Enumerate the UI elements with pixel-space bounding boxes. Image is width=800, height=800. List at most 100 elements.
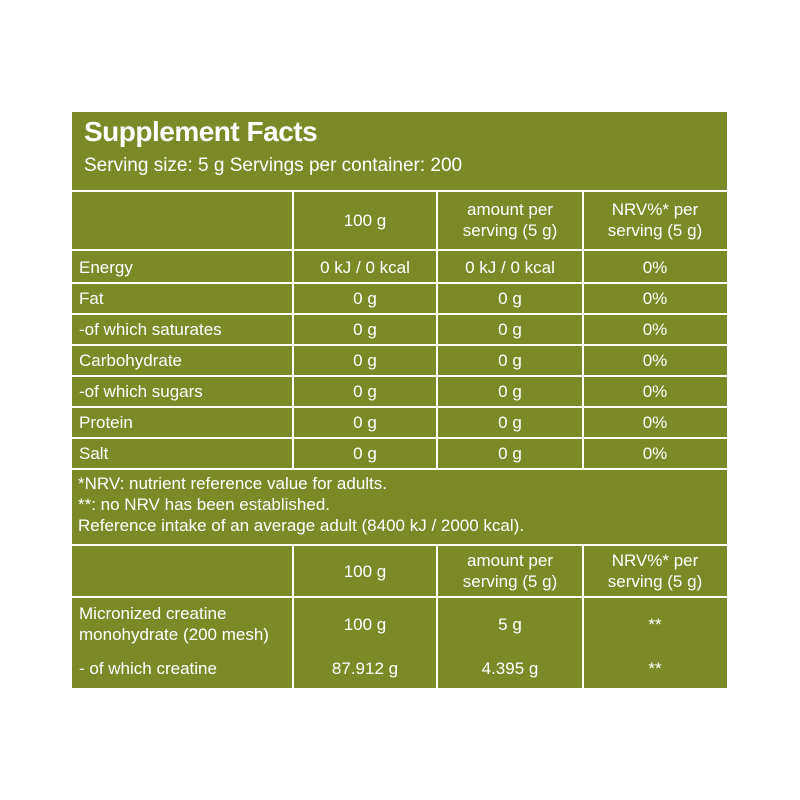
footnote: **: no NRV has been established. bbox=[78, 495, 331, 514]
row-value: 5 g bbox=[437, 598, 583, 650]
row-value: 0% bbox=[583, 438, 727, 469]
row-value: 0% bbox=[583, 252, 727, 283]
cell-text: 0% bbox=[642, 320, 668, 339]
row-divider bbox=[72, 282, 727, 284]
footnote: Reference intake of an average adult (84… bbox=[78, 516, 525, 535]
row-value: 0 g bbox=[293, 376, 437, 407]
row-divider bbox=[72, 468, 727, 470]
column-divider bbox=[292, 545, 294, 688]
cell-text: 0% bbox=[642, 351, 668, 370]
row-label: Fat bbox=[72, 283, 300, 314]
row-value: 0% bbox=[583, 376, 727, 407]
row-value: 0 g bbox=[437, 438, 583, 469]
cell-text: 0 kJ / 0 kcal bbox=[320, 258, 410, 277]
row-value: 4.395 g bbox=[437, 650, 583, 686]
row-label: Salt bbox=[72, 438, 300, 469]
cell-text: 0 kJ / 0 kcal bbox=[465, 258, 555, 277]
cell-text: 100 g bbox=[343, 561, 387, 581]
cell-text: serving (5 g) bbox=[462, 221, 558, 240]
cell-text: 0 g bbox=[498, 320, 522, 339]
cell-text: -of which saturates bbox=[79, 320, 222, 339]
row-value: 87.912 g bbox=[293, 650, 437, 686]
cell-text: 0 g bbox=[353, 413, 377, 432]
cell-text: 0 g bbox=[353, 444, 377, 463]
cell-text: amount per bbox=[467, 551, 553, 570]
footnote: *NRV: nutrient reference value for adult… bbox=[78, 474, 387, 493]
row-label: Carbohydrate bbox=[72, 345, 300, 376]
row-value: 0 g bbox=[293, 438, 437, 469]
cell-text: 0 g bbox=[353, 289, 377, 308]
column-divider bbox=[582, 191, 584, 469]
cell-text: 4.395 g bbox=[481, 658, 539, 678]
row-divider bbox=[72, 249, 727, 251]
row-value: 0 g bbox=[437, 283, 583, 314]
row-value: 0 g bbox=[293, 283, 437, 314]
cell-text: 0 g bbox=[498, 382, 522, 401]
row-value: 0 kJ / 0 kcal bbox=[437, 252, 583, 283]
cell-text: Fat bbox=[79, 289, 104, 308]
row-label: Protein bbox=[72, 407, 300, 438]
cell-text: ** bbox=[648, 658, 662, 678]
row-label: Energy bbox=[72, 252, 300, 283]
cell-text: 0 g bbox=[498, 444, 522, 463]
supplement-facts-panel: Supplement Facts Serving size: 5 g Servi… bbox=[72, 112, 727, 688]
cell-text: Salt bbox=[79, 444, 109, 463]
cell-text: 0% bbox=[642, 413, 668, 432]
row-value: 0% bbox=[583, 283, 727, 314]
cell-text: monohydrate (200 mesh) bbox=[79, 625, 269, 644]
row-value: 0 g bbox=[437, 407, 583, 438]
cell-text: 0% bbox=[642, 258, 668, 277]
column-header: NRV%* per serving (5 g) bbox=[583, 193, 727, 247]
cell-text: 0 g bbox=[498, 289, 522, 308]
cell-text: serving (5 g) bbox=[462, 572, 558, 591]
cell-text: 0 g bbox=[353, 382, 377, 401]
column-header: NRV%* per serving (5 g) bbox=[583, 546, 727, 596]
row-divider bbox=[72, 190, 727, 192]
row-value: 0 g bbox=[437, 345, 583, 376]
column-header: amount per serving (5 g) bbox=[437, 546, 583, 596]
cell-text: 0 g bbox=[498, 351, 522, 370]
row-divider bbox=[72, 437, 727, 439]
row-label: - of which creatine bbox=[72, 650, 300, 686]
column-divider bbox=[292, 191, 294, 469]
column-divider bbox=[582, 545, 584, 688]
cell-text: 0 g bbox=[498, 413, 522, 432]
cell-text: 0 g bbox=[353, 351, 377, 370]
column-header: 100 g bbox=[293, 546, 437, 596]
title: Supplement Facts bbox=[84, 116, 318, 147]
cell-text: ** bbox=[648, 614, 662, 634]
cell-text: 87.912 g bbox=[331, 658, 399, 678]
row-value: 0 kJ / 0 kcal bbox=[293, 252, 437, 283]
row-divider bbox=[72, 596, 727, 598]
row-value: ** bbox=[583, 650, 727, 686]
row-value: 0% bbox=[583, 314, 727, 345]
row-value: 0 g bbox=[437, 376, 583, 407]
cell-text: -of which sugars bbox=[79, 382, 203, 401]
row-label: -of which sugars bbox=[72, 376, 300, 407]
cell-text: - of which creatine bbox=[79, 658, 217, 678]
cell-text: NRV%* per bbox=[611, 551, 699, 570]
cell-text: amount per bbox=[467, 200, 553, 219]
cell-text: Micronized creatine bbox=[79, 604, 227, 623]
cell-text: 100 g bbox=[343, 614, 387, 634]
row-label: Micronized creatine monohydrate (200 mesh… bbox=[72, 598, 300, 650]
row-divider bbox=[72, 406, 727, 408]
cell-text: Protein bbox=[79, 413, 133, 432]
row-label: -of which saturates bbox=[72, 314, 300, 345]
column-header: 100 g bbox=[293, 193, 437, 247]
cell-text: 0% bbox=[642, 289, 668, 308]
serving-info: Serving size: 5 g Servings per container… bbox=[84, 155, 463, 176]
row-value: ** bbox=[583, 598, 727, 650]
cell-text: Carbohydrate bbox=[79, 351, 183, 370]
row-value: 0 g bbox=[437, 314, 583, 345]
column-header: amount per serving (5 g) bbox=[437, 193, 583, 247]
row-divider bbox=[72, 544, 727, 546]
cell-text: 0% bbox=[642, 444, 668, 463]
column-divider bbox=[436, 191, 438, 469]
cell-text: 0 g bbox=[353, 320, 377, 339]
cell-text: 5 g bbox=[498, 614, 522, 634]
row-value: 0% bbox=[583, 345, 727, 376]
cell-text: Energy bbox=[79, 258, 133, 277]
cell-text: 0% bbox=[642, 382, 668, 401]
column-divider bbox=[436, 545, 438, 688]
